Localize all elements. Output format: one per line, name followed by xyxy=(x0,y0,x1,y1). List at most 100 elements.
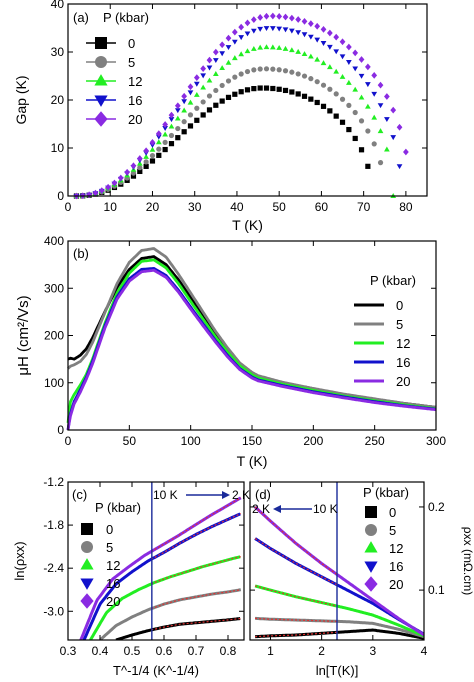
data-point xyxy=(289,69,295,75)
x-tick-label: 250 xyxy=(365,434,385,448)
series-line-16-kbar xyxy=(66,266,437,431)
legend-label: 0 xyxy=(128,36,135,51)
data-point xyxy=(206,93,213,99)
data-point xyxy=(156,146,162,152)
x-tick-label: 0.7 xyxy=(188,644,205,658)
legend-label: 5 xyxy=(389,523,396,538)
data-point xyxy=(403,148,409,156)
data-point xyxy=(80,593,94,609)
x-tick-label: 70 xyxy=(357,200,371,214)
panel-label: (a) xyxy=(73,10,89,25)
x-tick-label: 0.3 xyxy=(60,644,77,658)
y-tick-label: 20 xyxy=(51,93,65,107)
legend-label: 20 xyxy=(128,112,142,127)
x-tick-label: 0 xyxy=(65,434,72,448)
data-point xyxy=(301,17,308,25)
data-point xyxy=(346,60,352,65)
data-point xyxy=(149,146,156,152)
data-point xyxy=(333,49,340,55)
data-point xyxy=(307,20,314,27)
data-point xyxy=(162,121,169,128)
series-12-kbar xyxy=(89,555,241,640)
x-tick-label: 200 xyxy=(303,434,323,448)
data-point xyxy=(288,28,295,34)
data-point xyxy=(365,524,377,536)
data-point xyxy=(346,102,352,108)
data-point xyxy=(94,74,108,86)
data-point xyxy=(193,91,200,97)
data-point xyxy=(143,163,149,169)
data-point xyxy=(130,173,137,179)
data-point xyxy=(193,81,200,87)
series-5-kbar xyxy=(255,616,424,639)
data-point xyxy=(365,163,371,169)
data-point xyxy=(276,12,283,20)
series-curve xyxy=(89,555,241,640)
legend-label: 20 xyxy=(396,374,410,389)
data-point xyxy=(219,82,225,89)
data-point xyxy=(257,14,264,21)
data-point xyxy=(282,13,289,21)
data-point xyxy=(174,102,181,110)
data-point xyxy=(301,93,308,99)
data-point xyxy=(320,103,327,109)
series-5-kbar xyxy=(99,588,242,640)
y-tick-label: -1.2 xyxy=(43,475,64,489)
data-point xyxy=(384,117,390,123)
data-point xyxy=(175,135,181,141)
data-point xyxy=(358,118,365,124)
series-curve xyxy=(254,628,424,640)
legend-title: P (kbar) xyxy=(103,10,149,25)
data-point xyxy=(339,119,346,125)
y-tick-label: 30 xyxy=(51,45,65,59)
data-point xyxy=(339,96,346,102)
panel-label: (c) xyxy=(72,487,87,502)
data-point xyxy=(282,87,289,94)
data-point xyxy=(276,86,282,92)
x-tick-label: 3 xyxy=(369,644,376,658)
x-tick-label: 30 xyxy=(188,200,202,214)
data-point xyxy=(187,123,194,129)
data-point xyxy=(124,168,130,176)
data-point xyxy=(371,91,378,97)
series-curve xyxy=(115,617,241,640)
data-point xyxy=(250,16,257,24)
data-point xyxy=(244,68,251,75)
legend-label: 5 xyxy=(396,317,403,332)
data-point xyxy=(219,65,226,71)
data-point xyxy=(187,90,194,96)
legend-label: 0 xyxy=(396,298,403,313)
x-tick-label: 0.8 xyxy=(220,644,237,658)
data-point xyxy=(301,51,308,57)
data-point xyxy=(181,99,188,105)
data-point xyxy=(143,147,149,155)
data-point xyxy=(244,31,251,37)
data-point xyxy=(162,131,169,137)
y-tick-label: 0.2 xyxy=(428,500,445,514)
data-point xyxy=(225,34,232,42)
series-0-kbar xyxy=(73,85,371,199)
data-point xyxy=(200,99,206,105)
data-point xyxy=(396,123,403,131)
series-0-kbar xyxy=(254,628,424,640)
fit-line xyxy=(254,537,338,586)
data-point xyxy=(187,83,194,91)
data-point xyxy=(320,41,327,46)
data-point xyxy=(365,63,371,71)
series-12-kbar xyxy=(73,44,397,198)
data-point xyxy=(288,14,295,22)
data-point xyxy=(193,74,200,81)
data-point xyxy=(257,66,263,72)
data-point xyxy=(364,561,378,573)
series-20-kbar xyxy=(254,505,424,637)
data-point xyxy=(238,35,245,41)
y-tick-label: 0 xyxy=(57,189,64,203)
data-point xyxy=(213,87,219,94)
data-point xyxy=(307,34,314,40)
data-point xyxy=(200,65,207,73)
data-point xyxy=(301,73,308,79)
data-point xyxy=(168,117,175,123)
data-point xyxy=(149,158,156,164)
